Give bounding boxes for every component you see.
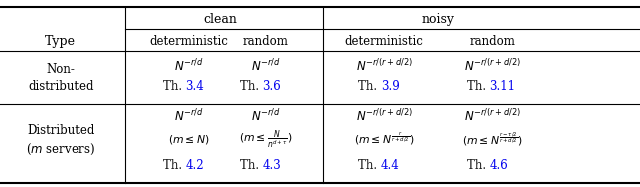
Text: deterministic: deterministic (344, 35, 424, 48)
Text: 3.9: 3.9 (381, 80, 399, 94)
Text: 4.2: 4.2 (186, 159, 204, 172)
Text: $(m \leq N^{\frac{r-\tau/2}{r+d/2}})$: $(m \leq N^{\frac{r-\tau/2}{r+d/2}})$ (463, 131, 523, 148)
Text: Th.: Th. (239, 80, 262, 94)
Text: $N^{-r/d}$: $N^{-r/d}$ (251, 58, 280, 74)
Text: $N^{-r/(r+d/2)}$: $N^{-r/(r+d/2)}$ (356, 58, 412, 74)
Text: 3.11: 3.11 (490, 80, 516, 94)
Text: $(m \leq N)$: $(m \leq N)$ (168, 133, 210, 146)
Text: Th.: Th. (467, 159, 490, 172)
Text: $N^{-r/d}$: $N^{-r/d}$ (174, 108, 204, 124)
Text: 3.6: 3.6 (262, 80, 281, 94)
Text: random: random (243, 35, 289, 48)
Text: Th.: Th. (467, 80, 490, 94)
Text: Th.: Th. (163, 80, 186, 94)
Text: 3.4: 3.4 (186, 80, 204, 94)
Text: $(m \leq \frac{N}{n^{d+\tau}})$: $(m \leq \frac{N}{n^{d+\tau}})$ (239, 128, 292, 151)
Text: deterministic: deterministic (149, 35, 228, 48)
Text: $N^{-r/(r+d/2)}$: $N^{-r/(r+d/2)}$ (356, 108, 412, 124)
Text: 4.6: 4.6 (490, 159, 508, 172)
Text: random: random (470, 35, 516, 48)
Text: Th.: Th. (239, 159, 262, 172)
Text: $N^{-r/d}$: $N^{-r/d}$ (174, 58, 204, 74)
Text: Th.: Th. (358, 159, 381, 172)
Text: 4.4: 4.4 (381, 159, 399, 172)
Text: Type: Type (45, 35, 76, 48)
Text: $N^{-r/(r+d/2)}$: $N^{-r/(r+d/2)}$ (465, 108, 521, 124)
Text: Th.: Th. (163, 159, 186, 172)
Text: Distributed
($m$ servers): Distributed ($m$ servers) (26, 124, 95, 157)
Text: clean: clean (204, 13, 237, 26)
Text: $(m \leq N^{\frac{r}{r+d/2}})$: $(m \leq N^{\frac{r}{r+d/2}})$ (354, 131, 414, 147)
Text: $N^{-r/d}$: $N^{-r/d}$ (251, 108, 280, 124)
Text: noisy: noisy (422, 13, 455, 26)
Text: $N^{-r/(r+d/2)}$: $N^{-r/(r+d/2)}$ (465, 58, 521, 74)
Text: Th.: Th. (358, 80, 381, 94)
Text: Non-
distributed: Non- distributed (28, 63, 93, 93)
Text: 4.3: 4.3 (262, 159, 281, 172)
